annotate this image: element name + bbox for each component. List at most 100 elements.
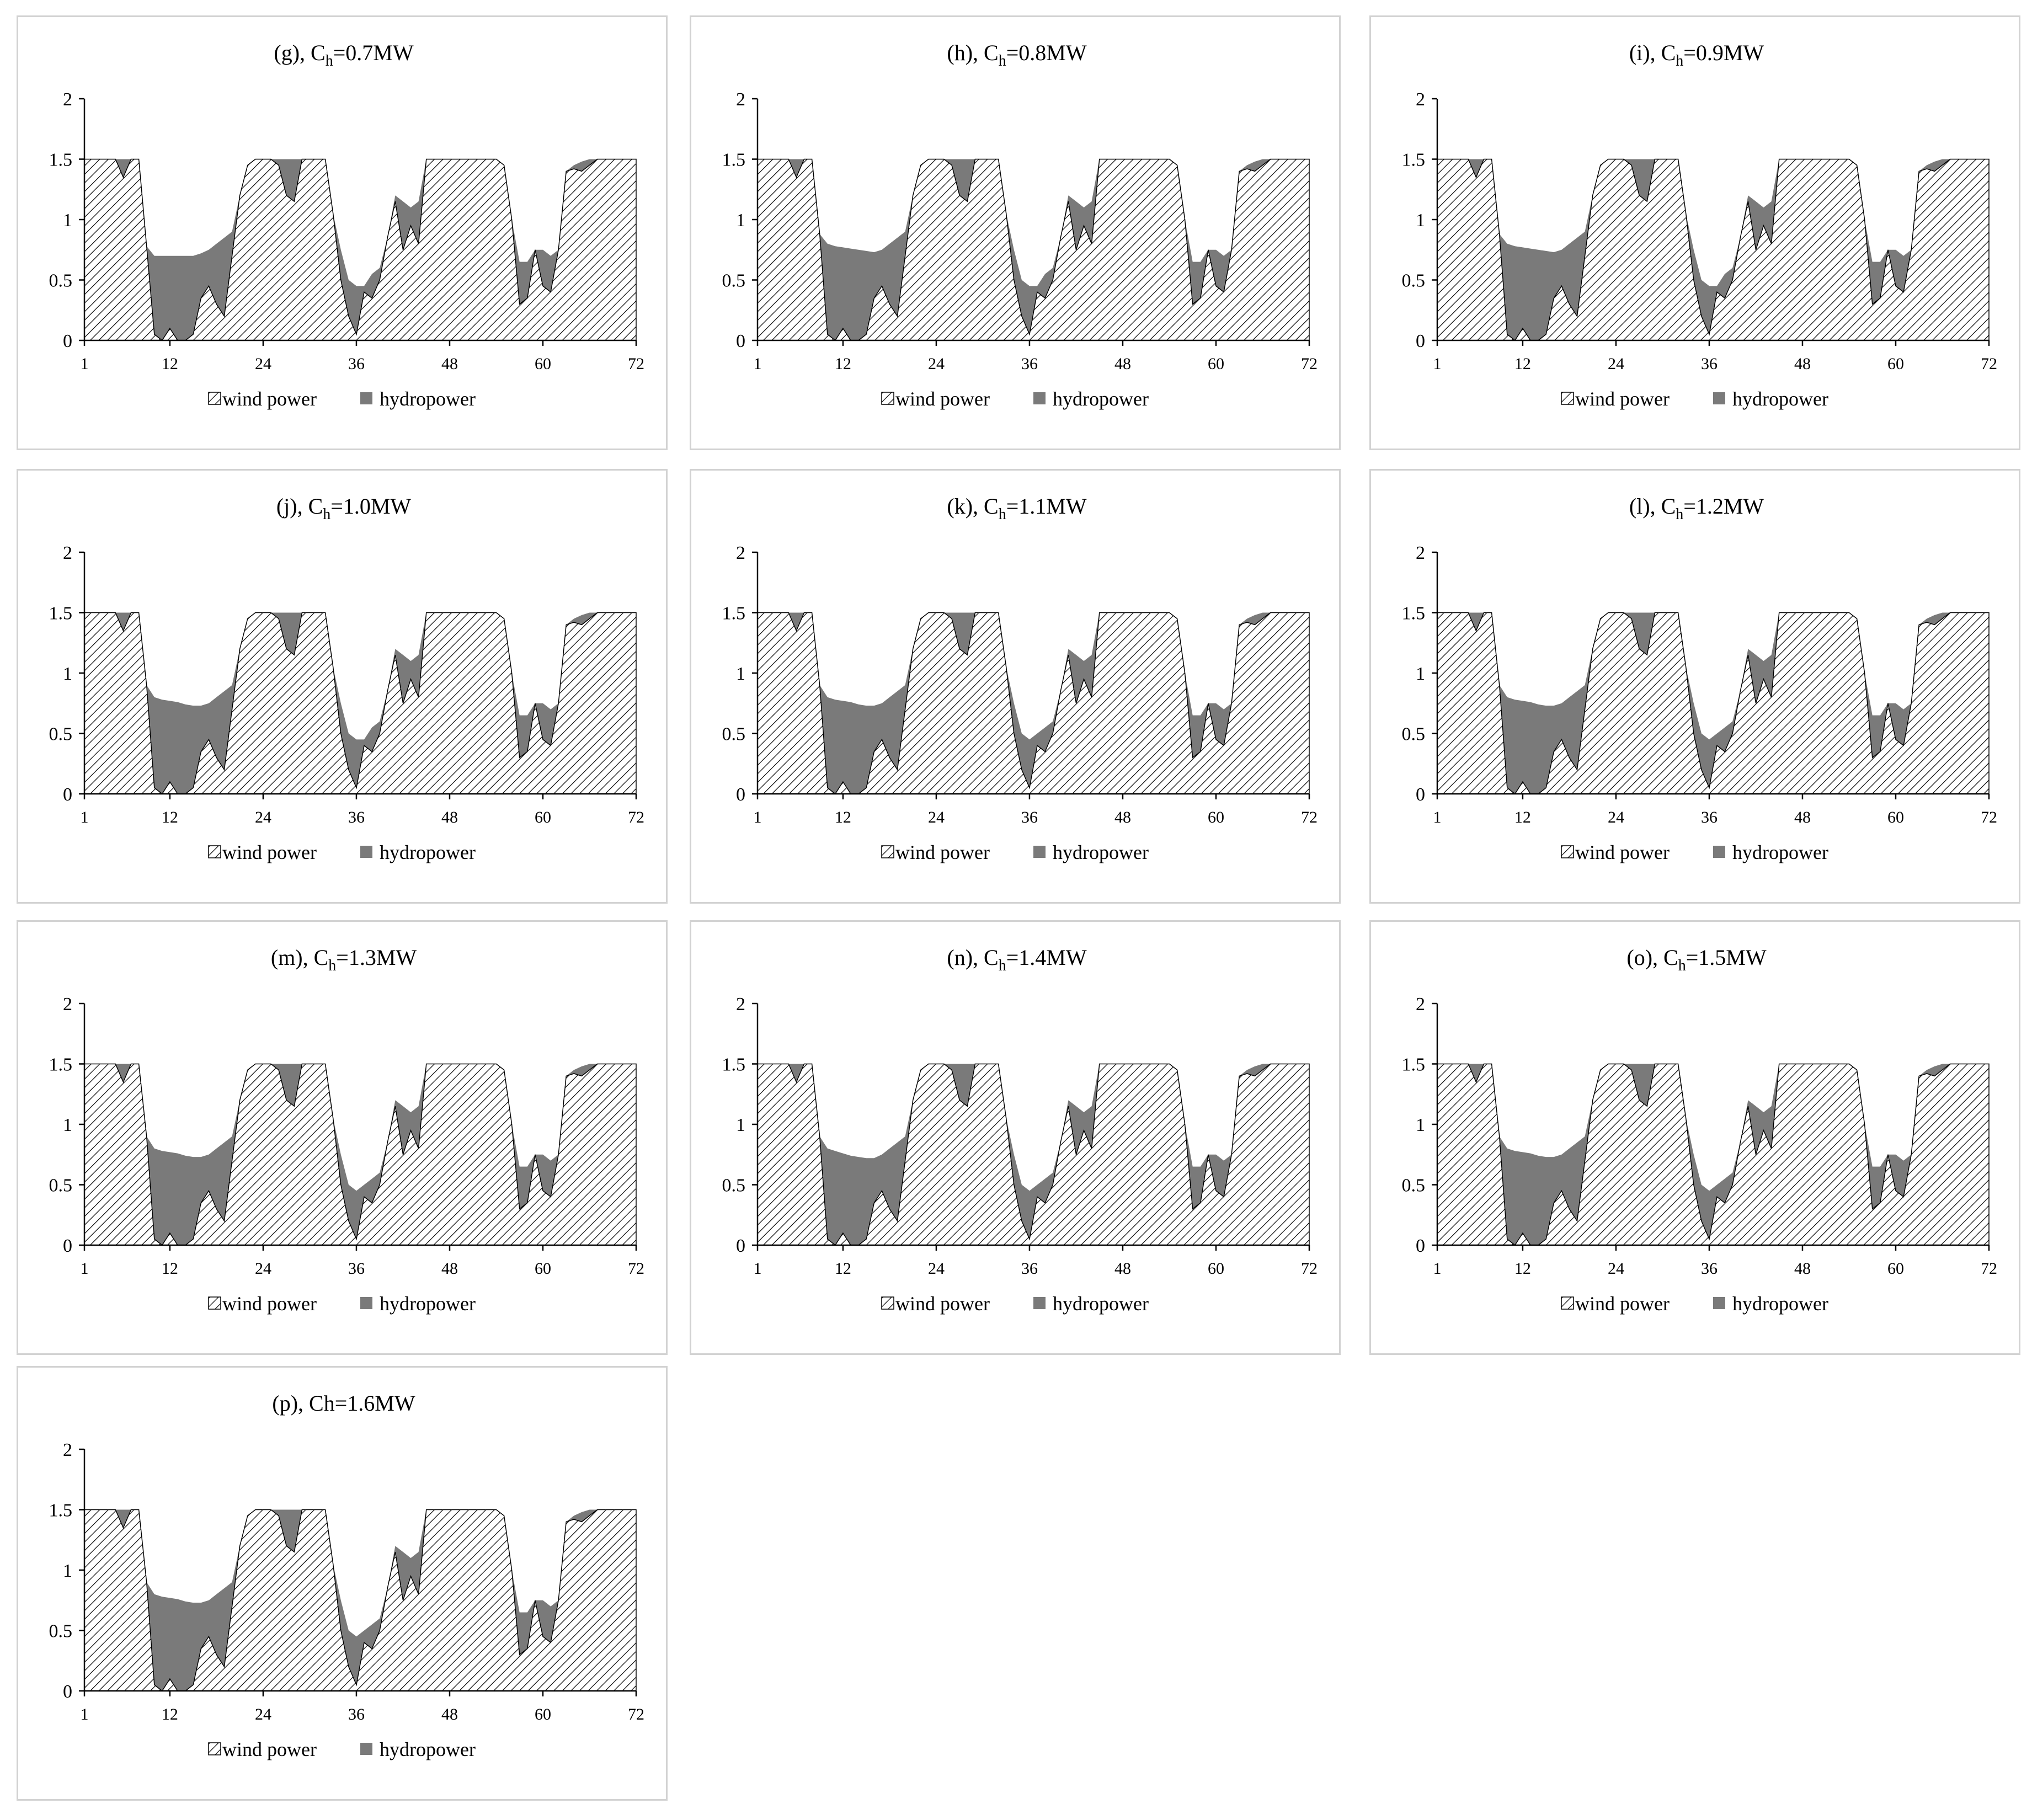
x-tick-label: 72	[628, 1259, 644, 1278]
chart-panel: (k), Ch=1.1MW 0 0.5 1 1.5 2 1 12 24 36 48 60 72 wind …	[690, 469, 1341, 904]
legend-swatch-wind	[881, 1296, 894, 1310]
legend-label-hydro: hydropower	[1732, 388, 1828, 410]
y-tick-label: 1	[1416, 1115, 1425, 1135]
y-tick-label: 2	[63, 543, 72, 563]
x-tick-label: 1	[81, 355, 89, 373]
x-tick-label: 1	[1433, 808, 1442, 826]
x-tick-label: 48	[1794, 808, 1811, 826]
chart-panel: (m), Ch=1.3MW 0 0.5 1 1.5 2 1 12 24 36 48 60 72 wind …	[17, 920, 668, 1355]
legend-swatch-hydro	[360, 1743, 372, 1755]
x-tick-label: 60	[1208, 355, 1224, 373]
x-tick-label: 1	[81, 808, 89, 826]
x-tick-label: 72	[1981, 1259, 1997, 1278]
legend-label-hydro: hydropower	[1732, 1293, 1828, 1315]
y-tick-label: 2	[736, 89, 745, 110]
x-tick-label: 12	[835, 1259, 851, 1278]
x-tick-label: 36	[1021, 355, 1038, 373]
x-tick-label: 12	[1514, 355, 1531, 373]
chart-panel: (g), Ch=0.7MW 0 0.5 1 1.5 2 1 12 24 36 48 60 72 wind …	[17, 15, 668, 450]
x-tick-label: 48	[1114, 355, 1131, 373]
chart-title: (p), Ch=1.6MW	[272, 1391, 415, 1416]
y-tick-label: 1.5	[722, 150, 746, 170]
y-tick-label: 0	[736, 331, 745, 351]
y-tick-label: 0.5	[722, 271, 746, 291]
x-tick-label: 48	[441, 355, 458, 373]
chart-title: (l), Ch=1.2MW	[1629, 494, 1764, 523]
chart-svg: (l), Ch=1.2MW 0 0.5 1 1.5 2 1 12 24 36 48 60 72 wind …	[1402, 494, 1998, 863]
y-tick-label: 0	[1416, 784, 1425, 805]
y-tick-label: 1.5	[722, 604, 746, 624]
legend-label-wind: wind power	[1575, 841, 1670, 863]
chart-panel: (l), Ch=1.2MW 0 0.5 1 1.5 2 1 12 24 36 48 60 72 wind …	[1369, 469, 2020, 904]
y-tick-label: 1.5	[49, 1501, 73, 1521]
x-tick-label: 12	[1514, 1259, 1531, 1278]
y-tick-label: 1.5	[722, 1055, 746, 1075]
x-tick-label: 60	[1887, 808, 1904, 826]
legend-swatch-hydro	[360, 392, 372, 404]
legend-label-wind: wind power	[895, 1293, 990, 1315]
x-tick-label: 36	[1021, 808, 1038, 826]
chart-title: (i), Ch=0.9MW	[1629, 40, 1764, 70]
y-tick-label: 0.5	[722, 724, 746, 745]
x-tick-label: 60	[1887, 1259, 1904, 1278]
x-tick-label: 60	[1208, 808, 1224, 826]
legend-label-wind: wind power	[222, 388, 317, 410]
x-tick-label: 36	[348, 1259, 365, 1278]
chart-svg: (g), Ch=0.7MW 0 0.5 1 1.5 2 1 12 24 36 48 60 72 wind …	[49, 40, 645, 410]
x-tick-label: 48	[1114, 808, 1131, 826]
legend-label-hydro: hydropower	[380, 388, 476, 410]
chart-panel: (p), Ch=1.6MW 0 0.5 1 1.5 2 1 12 24 36 48 60 72 wind …	[17, 1366, 668, 1801]
legend-swatch-wind	[881, 392, 894, 405]
y-tick-label: 2	[736, 994, 745, 1015]
chart-svg: (n), Ch=1.4MW 0 0.5 1 1.5 2 1 12 24 36 48 60 72 wind …	[722, 945, 1318, 1315]
legend-label-wind: wind power	[1575, 388, 1670, 410]
chart-title: (g), Ch=0.7MW	[274, 40, 413, 70]
chart-title: (j), Ch=1.0MW	[276, 494, 412, 523]
x-tick-label: 72	[1981, 808, 1997, 826]
x-tick-label: 72	[1301, 808, 1318, 826]
chart-svg: (p), Ch=1.6MW 0 0.5 1 1.5 2 1 12 24 36 48 60 72 wind …	[49, 1391, 645, 1760]
x-tick-label: 24	[1608, 808, 1624, 826]
chart-panel: (n), Ch=1.4MW 0 0.5 1 1.5 2 1 12 24 36 48 60 72 wind …	[690, 920, 1341, 1355]
x-tick-label: 1	[1433, 1259, 1442, 1278]
x-tick-label: 24	[1608, 355, 1624, 373]
x-tick-label: 60	[1208, 1259, 1224, 1278]
x-tick-label: 48	[441, 1705, 458, 1723]
y-tick-label: 0.5	[49, 724, 73, 745]
y-tick-label: 1.5	[1402, 1055, 1426, 1075]
y-tick-label: 0.5	[49, 1621, 73, 1642]
x-tick-label: 36	[1021, 1259, 1038, 1278]
x-tick-label: 24	[255, 1259, 271, 1278]
legend-swatch-wind	[1561, 1296, 1574, 1310]
y-tick-label: 0.5	[49, 271, 73, 291]
legend-label-wind: wind power	[222, 1738, 317, 1760]
x-tick-label: 72	[628, 355, 644, 373]
y-tick-label: 1.5	[49, 604, 73, 624]
legend-swatch-hydro	[1713, 846, 1725, 858]
x-tick-label: 12	[835, 808, 851, 826]
chart-svg: (o), Ch=1.5MW 0 0.5 1 1.5 2 1 12 24 36 48 60 72 wind …	[1402, 945, 1998, 1315]
legend-label-hydro: hydropower	[1732, 841, 1828, 863]
x-tick-label: 1	[81, 1259, 89, 1278]
x-tick-label: 72	[628, 1705, 644, 1723]
chart-title: (h), Ch=0.8MW	[947, 40, 1086, 70]
legend-label-hydro: hydropower	[1053, 1293, 1149, 1315]
y-tick-label: 1.5	[49, 1055, 73, 1075]
x-tick-label: 1	[1433, 355, 1442, 373]
y-tick-label: 1	[736, 1115, 745, 1135]
y-tick-label: 1	[1416, 664, 1425, 684]
x-tick-label: 1	[754, 808, 762, 826]
x-tick-label: 60	[535, 1705, 551, 1723]
legend-label-wind: wind power	[222, 841, 317, 863]
x-tick-label: 36	[1701, 355, 1718, 373]
legend-swatch-wind	[208, 845, 221, 858]
y-tick-label: 0	[736, 784, 745, 805]
legend-label-wind: wind power	[1575, 1293, 1670, 1315]
y-tick-label: 0	[63, 1682, 72, 1702]
x-tick-label: 1	[81, 1705, 89, 1723]
chart-panel: (i), Ch=0.9MW 0 0.5 1 1.5 2 1 12 24 36 48 60 72 wind …	[1369, 15, 2020, 450]
chart-title: (m), Ch=1.3MW	[271, 945, 417, 974]
x-tick-label: 24	[928, 808, 945, 826]
x-tick-label: 72	[1301, 1259, 1318, 1278]
legend-swatch-hydro	[360, 1297, 372, 1309]
